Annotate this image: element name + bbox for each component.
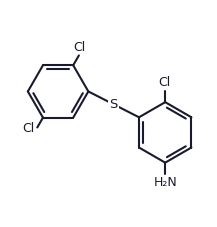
Text: Cl: Cl (22, 122, 34, 135)
Text: Cl: Cl (73, 41, 86, 54)
Text: Cl: Cl (158, 76, 170, 89)
Text: H₂N: H₂N (153, 176, 177, 189)
Text: S: S (110, 98, 118, 111)
